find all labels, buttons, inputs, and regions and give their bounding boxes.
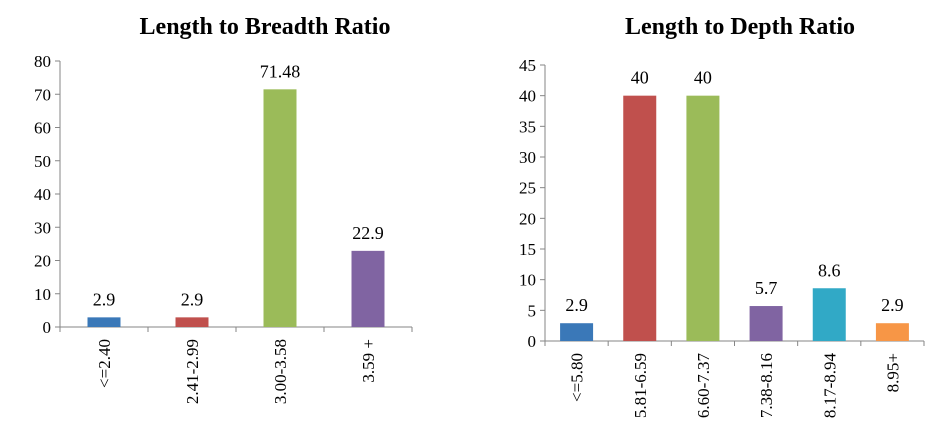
bar <box>87 317 121 327</box>
category-label: 5.81-6.59 <box>631 353 650 418</box>
bar <box>875 323 909 341</box>
y-tick-label: 10 <box>34 285 51 304</box>
y-tick-label: 30 <box>519 148 536 167</box>
bar <box>812 288 846 341</box>
bar <box>560 323 594 341</box>
category-label: 8.95+ <box>883 353 902 392</box>
category-label: 2.41-2.99 <box>183 339 202 404</box>
data-label: 40 <box>631 68 649 88</box>
y-tick-label: 60 <box>34 119 51 138</box>
y-tick-label: 25 <box>519 179 536 198</box>
y-tick-label: 40 <box>519 87 536 106</box>
data-label: 40 <box>694 68 712 88</box>
data-label: 2.9 <box>93 289 116 309</box>
y-tick-label: 5 <box>528 301 537 320</box>
y-tick-label: 0 <box>528 332 537 351</box>
data-label: 8.6 <box>818 260 841 280</box>
y-tick-label: 80 <box>34 52 51 71</box>
y-tick-label: 50 <box>34 152 51 171</box>
data-label: 2.9 <box>181 289 204 309</box>
data-label: 5.7 <box>755 278 778 298</box>
data-label: 22.9 <box>352 223 384 243</box>
category-label: 6.60-7.37 <box>694 353 713 419</box>
y-tick-label: 20 <box>34 252 51 271</box>
chart-title: Length to Breadth Ratio <box>140 14 391 40</box>
bar <box>175 317 209 327</box>
data-label: 2.9 <box>565 295 588 315</box>
y-tick-label: 70 <box>34 85 51 104</box>
category-label: 7.38-8.16 <box>757 353 776 418</box>
y-tick-label: 40 <box>34 185 51 204</box>
category-label: <=5.80 <box>568 353 587 402</box>
data-label: 71.48 <box>260 61 301 81</box>
category-label: 3.59 + <box>359 339 378 383</box>
bar <box>686 95 720 342</box>
depth-ratio-chart: Length to Depth Ratio 0 5 10 15 20 25 30 35 40 45… <box>519 14 925 419</box>
category-label: 8.17-8.94 <box>820 353 839 419</box>
category-label: <=2.40 <box>95 339 114 388</box>
data-label: 2.9 <box>881 295 904 315</box>
category-label: 3.00-3.58 <box>271 339 290 404</box>
bar <box>623 95 657 342</box>
y-tick-label: 45 <box>519 56 536 75</box>
y-tick-label: 10 <box>519 271 536 290</box>
y-tick-label: 35 <box>519 117 536 136</box>
y-tick-label: 0 <box>43 318 52 337</box>
breadth-ratio-chart: Length to Breadth Ratio 0 10 20 30 40 50 60 70 8… <box>34 14 413 404</box>
y-tick-label: 20 <box>519 209 536 228</box>
y-tick-label: 30 <box>34 218 51 237</box>
bar <box>749 306 783 341</box>
chart-title: Length to Depth Ratio <box>625 14 855 40</box>
y-tick-label: 15 <box>519 240 536 259</box>
bar <box>351 250 385 327</box>
bar <box>263 89 297 327</box>
